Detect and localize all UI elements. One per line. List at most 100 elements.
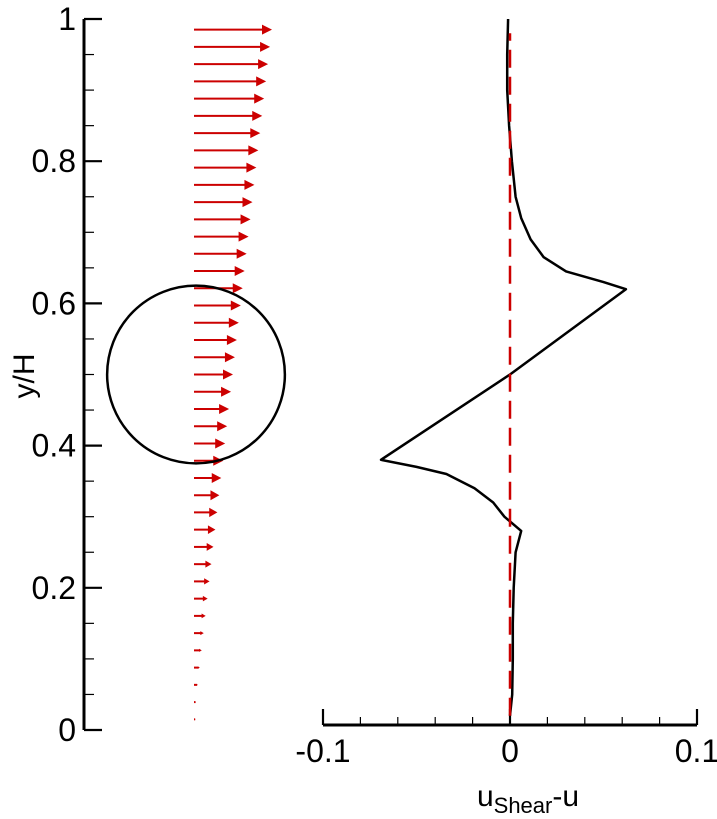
y-tick-label: 0.2 [32,570,76,606]
shear-vector-arrow [194,560,212,568]
shear-velocity-vectors [194,24,272,721]
shear-vector-head [209,507,218,518]
shear-vector-arrow [194,41,271,52]
shear-vector-head [262,24,272,35]
y-tick-label: 0 [58,712,76,748]
shear-vector-head [207,525,216,534]
shear-vector-arrow [194,59,269,70]
x-axis-label: uShear-u [477,780,579,818]
shear-vector-head [258,59,269,70]
shear-vector-arrow [194,666,200,669]
shear-vector-arrow [194,352,235,363]
shear-vector-arrow [194,525,216,534]
shear-vector-head [246,162,257,173]
shear-vector-head [242,197,253,208]
shear-vector-arrow [194,24,272,35]
x-tick-label: 0 [501,733,519,769]
shear-vector-head [236,248,247,259]
shear-vector-head [240,214,251,225]
shear-vector-head [200,631,204,636]
shear-vector-arrow [194,578,210,585]
shear-vector-head [232,283,243,294]
shear-vector-head [250,128,261,139]
shear-vector-head [234,266,245,277]
shear-vector-head [254,93,265,104]
y-axis-label: y/H [8,354,41,399]
shear-vector-arrow [194,507,218,518]
shear-vector-head [206,543,214,551]
shear-vector-arrow [194,110,263,121]
shear-vector-arrow [194,472,222,483]
shear-vector-arrow [194,701,196,704]
shear-vector-head [219,403,230,414]
shear-vector-arrow [194,490,220,501]
y-tick-label: 0.4 [32,428,76,464]
shear-vector-head [197,666,200,669]
shear-vector-arrow [194,718,196,721]
shear-vector-head [256,76,267,87]
shear-vector-head [210,490,220,501]
shear-vector-head [211,472,222,483]
cylinder-group [105,284,287,465]
shear-vector-head [228,317,239,328]
shear-vector-head [252,110,263,121]
shear-vector-arrow [194,197,253,208]
shear-vector-arrow [194,335,237,346]
shear-vector-head [194,719,196,720]
y-axis: 0 0.2 0.4 0.6 0.8 1 [32,1,102,748]
shear-vector-head [202,595,208,602]
shear-vector-arrow [194,248,247,259]
shear-vector-head [223,369,233,380]
shear-vector-head [238,231,249,242]
shear-vector-arrow [194,386,232,397]
shear-vector-head [196,684,198,686]
series-group [379,18,628,716]
shear-vector-head [230,300,241,311]
shear-vector-head [221,386,232,397]
shear-vector-arrow [194,76,267,87]
shear-vector-head [201,613,206,619]
shear-vector-arrow [194,543,214,551]
shear-vector-arrow [194,421,228,432]
shear-vector-arrow [194,300,241,311]
shear-vector-arrow [194,145,259,156]
shear-vector-head [205,560,212,568]
shear-vector-head [199,648,202,652]
shear-vector-arrow [194,317,239,328]
shear-vector-arrow [194,613,206,619]
shear-vector-head [217,421,228,432]
x-tick-label: 0.1 [675,733,717,769]
y-tick-label: 0.6 [32,285,76,321]
shear-vector-arrow [194,128,261,139]
x-axis: -0.1 0 0.1 [295,709,717,769]
shear-vector-arrow [194,231,249,242]
shear-vector-head [226,335,237,346]
shear-vector-head [195,701,196,703]
shear-vector-arrow [194,179,255,190]
shear-vector-head [215,438,226,449]
shear-vector-arrow [194,369,233,380]
shear-vector-arrow [194,683,198,686]
x-axis-label-tail: -u [552,780,579,813]
shear-vector-arrow [194,214,251,225]
y-tick-label: 1 [58,1,76,37]
shear-vector-head [248,145,259,156]
shear-vector-head [260,41,271,52]
x-tick-label: -0.1 [295,733,350,769]
cylinder-circle [105,284,287,465]
shear-vector-head [204,578,210,585]
shear-vector-arrow [194,648,202,652]
shear-vector-arrow [194,266,245,277]
shear-vector-arrow [194,631,204,636]
shear-vector-head [224,352,235,363]
x-axis-label-subscript: Shear [494,793,553,818]
velocity-difference-line [379,18,628,716]
shear-vector-arrow [194,438,226,449]
shear-vector-arrow [194,162,257,173]
y-tick-label: 0.8 [32,143,76,179]
shear-vector-arrow [194,403,230,414]
shear-vector-head [244,179,255,190]
x-axis-label-main: u [477,780,494,813]
shear-vector-arrow [194,93,265,104]
